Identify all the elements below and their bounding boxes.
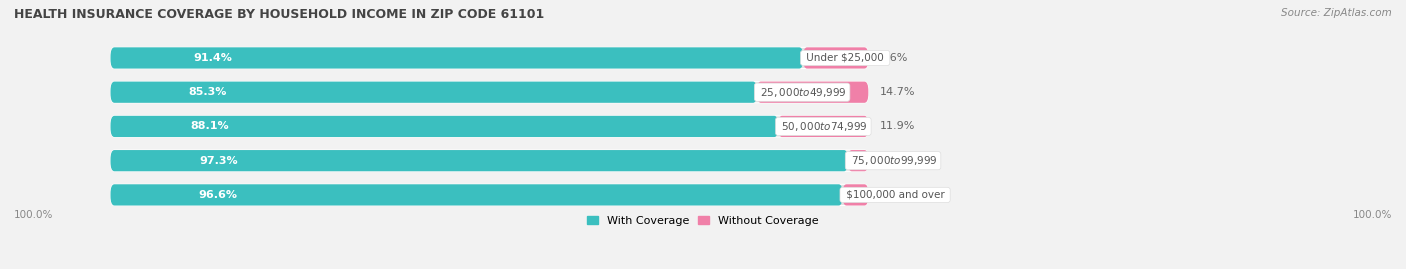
Legend: With Coverage, Without Coverage: With Coverage, Without Coverage: [582, 211, 824, 230]
FancyBboxPatch shape: [111, 184, 869, 206]
Text: 8.6%: 8.6%: [879, 53, 908, 63]
Text: HEALTH INSURANCE COVERAGE BY HOUSEHOLD INCOME IN ZIP CODE 61101: HEALTH INSURANCE COVERAGE BY HOUSEHOLD I…: [14, 8, 544, 21]
Text: Under $25,000: Under $25,000: [803, 53, 887, 63]
FancyBboxPatch shape: [111, 184, 842, 206]
FancyBboxPatch shape: [848, 150, 869, 171]
Text: $75,000 to $99,999: $75,000 to $99,999: [848, 154, 938, 167]
Text: $25,000 to $49,999: $25,000 to $49,999: [756, 86, 848, 99]
FancyBboxPatch shape: [111, 47, 869, 69]
FancyBboxPatch shape: [778, 116, 869, 137]
Text: $100,000 and over: $100,000 and over: [842, 190, 948, 200]
FancyBboxPatch shape: [111, 150, 848, 171]
Text: 85.3%: 85.3%: [188, 87, 226, 97]
Text: 3.4%: 3.4%: [879, 190, 908, 200]
Text: 88.1%: 88.1%: [191, 121, 229, 132]
Text: Source: ZipAtlas.com: Source: ZipAtlas.com: [1281, 8, 1392, 18]
Text: 91.4%: 91.4%: [194, 53, 232, 63]
FancyBboxPatch shape: [111, 150, 869, 171]
FancyBboxPatch shape: [842, 184, 869, 206]
FancyBboxPatch shape: [756, 82, 869, 103]
FancyBboxPatch shape: [111, 116, 778, 137]
Text: 11.9%: 11.9%: [879, 121, 915, 132]
Text: $50,000 to $74,999: $50,000 to $74,999: [778, 120, 869, 133]
Text: 97.3%: 97.3%: [200, 156, 238, 166]
FancyBboxPatch shape: [803, 47, 869, 69]
Text: 2.7%: 2.7%: [879, 156, 908, 166]
Text: 100.0%: 100.0%: [14, 210, 53, 220]
Text: 96.6%: 96.6%: [198, 190, 238, 200]
Text: 100.0%: 100.0%: [1353, 210, 1392, 220]
Text: 14.7%: 14.7%: [879, 87, 915, 97]
FancyBboxPatch shape: [111, 116, 869, 137]
FancyBboxPatch shape: [111, 82, 756, 103]
FancyBboxPatch shape: [111, 82, 869, 103]
FancyBboxPatch shape: [111, 47, 803, 69]
